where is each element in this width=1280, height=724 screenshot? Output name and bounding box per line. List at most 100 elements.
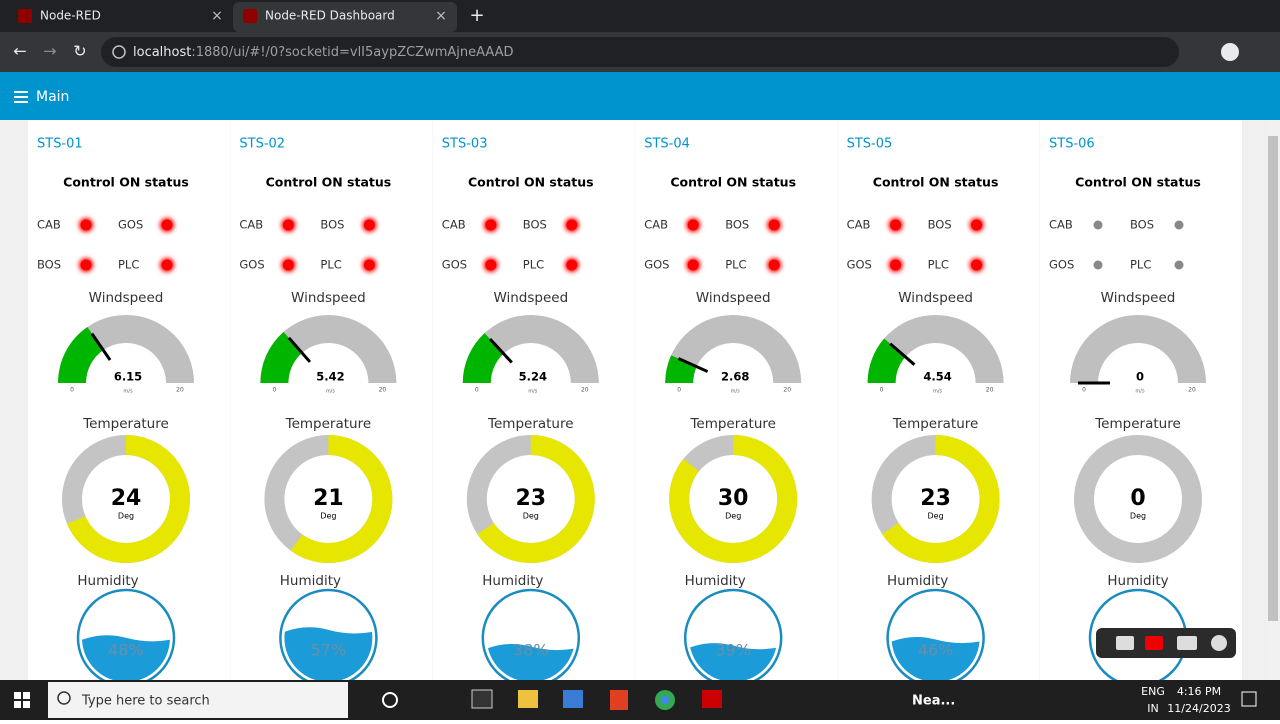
gauge-unit: m/s bbox=[326, 389, 336, 395]
panel-title: STS-03 bbox=[442, 137, 488, 152]
indicator-label: GOS bbox=[118, 218, 143, 232]
tank-value: 46% bbox=[918, 641, 954, 660]
region[interactable]: IN bbox=[1147, 702, 1158, 715]
tank-label: Humidity bbox=[887, 573, 948, 589]
panel bbox=[432, 120, 635, 680]
gauge-min: 0 bbox=[70, 387, 74, 394]
indicator-label: BOS bbox=[320, 218, 344, 232]
indicator-light bbox=[1174, 260, 1184, 270]
tank-label: Humidity bbox=[482, 573, 543, 589]
tab-title[interactable]: Node-RED bbox=[40, 9, 101, 23]
donut-label: Temperature bbox=[1094, 416, 1181, 432]
tank-water bbox=[284, 627, 373, 682]
app-icon[interactable] bbox=[610, 690, 628, 710]
indicator-light bbox=[971, 259, 983, 271]
indicator-label: CAB bbox=[37, 218, 61, 232]
panel bbox=[1040, 120, 1242, 680]
back-button[interactable]: ← bbox=[13, 42, 26, 61]
tank-label: Humidity bbox=[685, 573, 746, 589]
header-title: Main bbox=[36, 89, 69, 105]
indicator-light bbox=[971, 219, 983, 231]
gauge-track bbox=[58, 315, 194, 383]
donut-value: 24 bbox=[111, 486, 142, 511]
indicator-label: BOS bbox=[1130, 218, 1154, 232]
status-title: Control ON status bbox=[873, 175, 999, 190]
scrollbar-thumb[interactable] bbox=[1268, 136, 1278, 621]
app-icon[interactable] bbox=[563, 690, 583, 708]
panel bbox=[230, 120, 433, 680]
indicator-label: PLC bbox=[928, 258, 949, 272]
donut-value: 0 bbox=[1130, 486, 1145, 511]
panel-title: STS-01 bbox=[37, 137, 83, 152]
tank-value: 48% bbox=[108, 641, 144, 660]
app-icon[interactable] bbox=[702, 690, 722, 708]
panels: STS-01 Control ON status CAB GOS BOS PLC Winds… bbox=[28, 120, 1242, 688]
donut-label: Temperature bbox=[285, 416, 372, 432]
active-tab[interactable] bbox=[233, 2, 457, 32]
clock-date[interactable]: 11/24/2023 bbox=[1167, 702, 1230, 715]
donut-fill bbox=[264, 435, 393, 563]
tab-title[interactable]: Node-RED Dashboard bbox=[265, 9, 395, 23]
forward-button[interactable]: → bbox=[43, 42, 56, 61]
gauge-max: 20 bbox=[176, 387, 184, 394]
gauge-min: 0 bbox=[475, 387, 479, 394]
recorder-toolbar[interactable] bbox=[1096, 628, 1236, 658]
gauge-track bbox=[462, 315, 599, 383]
donut-unit: Deg bbox=[118, 512, 134, 521]
profile-button[interactable] bbox=[1221, 43, 1239, 61]
start-button[interactable] bbox=[14, 692, 30, 708]
app-icon[interactable] bbox=[518, 690, 538, 708]
tab-icon bbox=[18, 9, 32, 23]
dashboard-header bbox=[0, 72, 1280, 120]
search-box[interactable] bbox=[48, 682, 348, 718]
donut-fill bbox=[871, 435, 1000, 563]
gauge-label: Windspeed bbox=[1101, 290, 1176, 306]
app-icon[interactable] bbox=[471, 689, 493, 709]
indicator-label: BOS bbox=[37, 258, 61, 272]
indicator-light bbox=[768, 219, 780, 231]
menu-button[interactable] bbox=[14, 91, 28, 103]
gauge-value: 0 bbox=[1136, 370, 1144, 384]
indicator-label: PLC bbox=[1130, 258, 1151, 272]
task-view[interactable] bbox=[382, 692, 398, 708]
search-icon bbox=[57, 691, 71, 705]
indicator-label: CAB bbox=[1049, 218, 1073, 232]
indicator-light bbox=[161, 219, 173, 231]
donut-label: Temperature bbox=[487, 416, 574, 432]
donut-unit: Deg bbox=[1130, 512, 1146, 521]
app-icon-center bbox=[661, 696, 669, 704]
notifications[interactable] bbox=[1241, 691, 1257, 707]
site-info[interactable] bbox=[112, 45, 126, 59]
language[interactable]: ENG bbox=[1141, 685, 1165, 698]
weather[interactable]: Nea... bbox=[912, 694, 955, 709]
indicator-label: BOS bbox=[928, 218, 952, 232]
indicator-label: PLC bbox=[320, 258, 341, 272]
donut-label: Temperature bbox=[82, 416, 169, 432]
tab-close[interactable]: × bbox=[211, 8, 223, 24]
status-title: Control ON status bbox=[670, 175, 796, 190]
tank-label: Humidity bbox=[280, 573, 341, 589]
panel-title: STS-05 bbox=[847, 137, 893, 152]
donut-unit: Deg bbox=[320, 512, 336, 521]
clock-time[interactable]: 4:16 PM bbox=[1177, 685, 1221, 698]
gauge-needle bbox=[677, 357, 709, 373]
reload-button[interactable]: ↻ bbox=[73, 42, 86, 61]
gauge-label: Windspeed bbox=[89, 290, 164, 306]
tank-value: 57% bbox=[311, 641, 347, 660]
tab-close[interactable]: × bbox=[435, 8, 447, 24]
url[interactable]: localhost:1880/ui/#!/0?socketid=vlI5aypZ… bbox=[133, 45, 514, 60]
donut-value: 23 bbox=[515, 486, 546, 511]
panel bbox=[837, 120, 1040, 680]
donut-fill bbox=[669, 435, 798, 563]
donut-unit: Deg bbox=[928, 512, 944, 521]
gauge-value: 5.24 bbox=[519, 370, 547, 384]
gauge-label: Windspeed bbox=[291, 290, 366, 306]
indicator-light bbox=[363, 219, 375, 231]
search-placeholder[interactable]: Type here to search bbox=[81, 694, 210, 709]
address-bar[interactable] bbox=[101, 37, 1179, 67]
tank-value: 38% bbox=[513, 641, 549, 660]
new-tab[interactable]: + bbox=[469, 5, 484, 26]
status-title: Control ON status bbox=[63, 175, 189, 190]
indicator-light bbox=[687, 259, 699, 271]
